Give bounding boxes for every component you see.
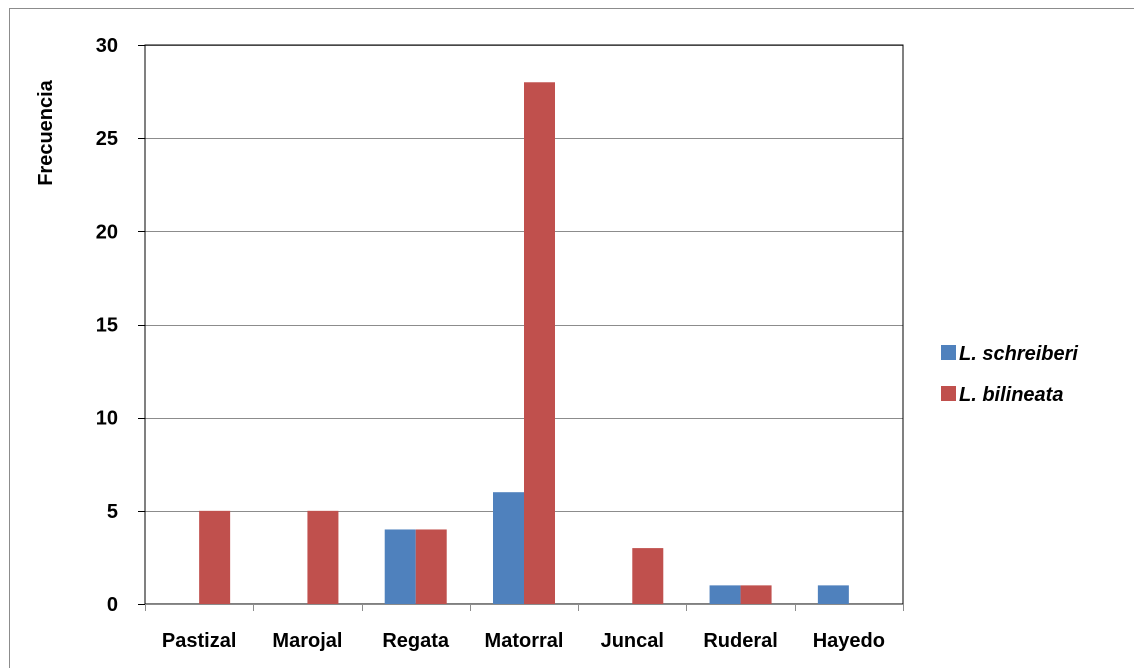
- y-axis: 0 5 10 15 20 25 30: [96, 35, 145, 616]
- legend: L. schreiberi L. bilineata: [941, 343, 1078, 406]
- y-tick-label: 5: [107, 501, 118, 523]
- x-tick-label: Marojal: [272, 630, 342, 652]
- x-tick-label: Pastizal: [162, 630, 236, 652]
- x-tick-label: Matorral: [485, 630, 564, 652]
- y-tick-label: 15: [96, 315, 118, 337]
- y-axis-title: Frecuencia: [35, 79, 57, 185]
- bar-l-schreiberi-ruderal: [709, 585, 741, 604]
- bars: [199, 82, 849, 605]
- y-tick-label: 10: [96, 408, 118, 430]
- x-tick-label: Juncal: [601, 630, 664, 652]
- bar-l-bilineata-pastizal: [199, 510, 231, 604]
- bar-l-bilineata-marojal: [307, 510, 339, 604]
- x-tick-label: Regata: [382, 630, 450, 652]
- bar-l-bilineata-matorral: [524, 82, 555, 605]
- chart-area-border: [9, 8, 1134, 668]
- x-tick-label: Ruderal: [703, 630, 777, 652]
- y-tick-label: 0: [107, 594, 118, 616]
- bar-l-bilineata-regata: [415, 529, 447, 604]
- y-tick-label: 30: [96, 35, 118, 57]
- bar-l-bilineata-juncal: [632, 548, 664, 604]
- bar-l-schreiberi-regata: [384, 529, 416, 604]
- x-axis: Pastizal Marojal Regata Matorral Juncal Ruder…: [145, 604, 904, 652]
- x-tick-label: Hayedo: [813, 630, 885, 652]
- legend-label: L. bilineata: [959, 384, 1063, 406]
- legend-swatch: [941, 345, 956, 360]
- bar-l-bilineata-ruderal: [740, 585, 772, 604]
- legend-label: L. schreiberi: [959, 343, 1078, 365]
- bar-l-schreiberi-matorral: [493, 492, 524, 604]
- legend-swatch: [941, 386, 956, 401]
- y-tick-label: 25: [96, 128, 118, 150]
- y-tick-label: 20: [96, 221, 118, 243]
- bar-l-schreiberi-hayedo: [817, 585, 849, 604]
